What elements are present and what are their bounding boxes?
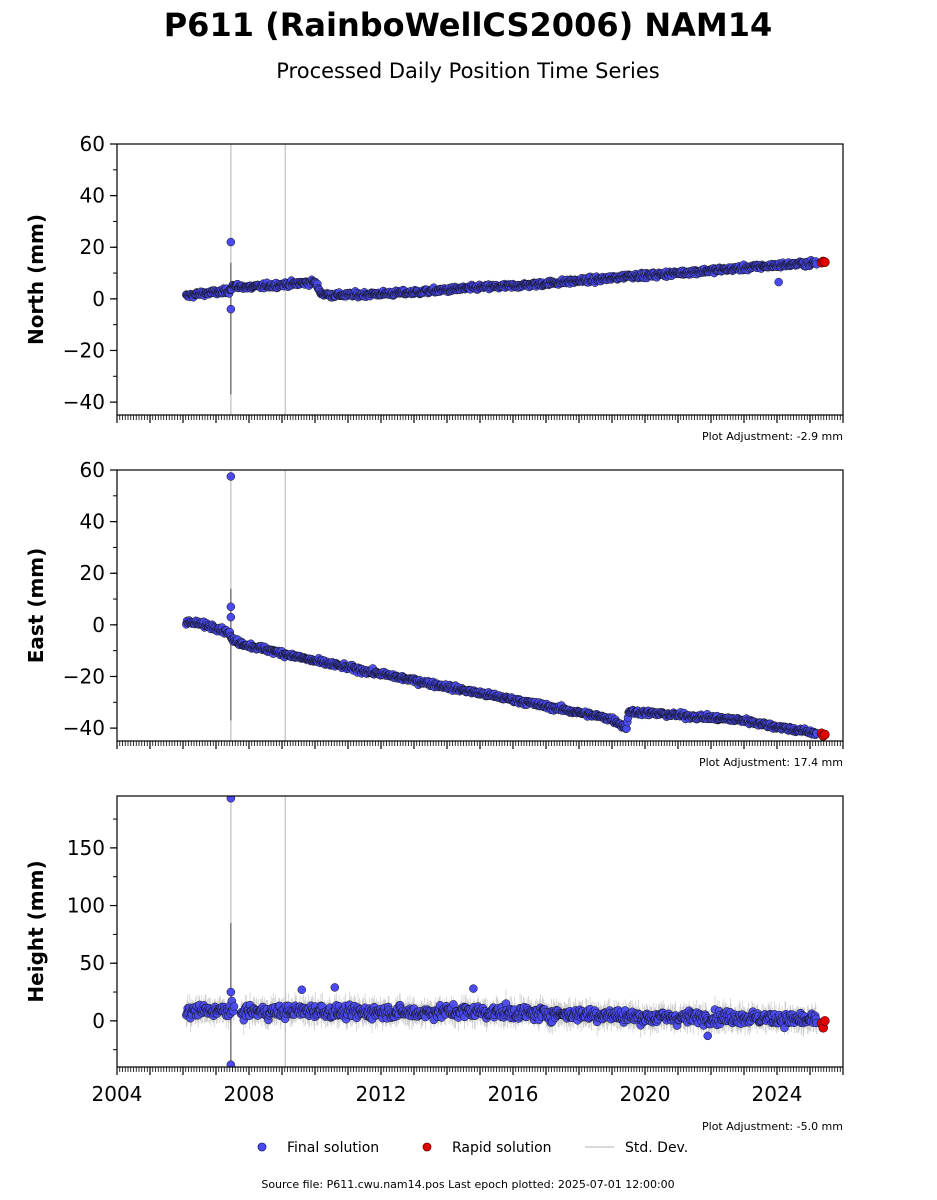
std-dev-bars xyxy=(185,922,817,1062)
panel-east: −40 −20 0 20 40 60 East (mm) Plot Adjustment: 1… xyxy=(24,458,844,769)
final-points xyxy=(182,472,821,740)
plot-frame xyxy=(116,143,844,416)
y-tick-label: 0 xyxy=(92,287,105,311)
y-tick-label: 40 xyxy=(80,184,105,208)
outlier-point xyxy=(226,602,236,612)
y-tick-label: 20 xyxy=(80,561,105,585)
plot-frame xyxy=(116,469,844,742)
outlier-point xyxy=(226,472,236,481)
panel-north: −40 −20 0 20 40 60 North (mm) Plot Adjustment: … xyxy=(24,132,844,443)
plot-adjustment: Plot Adjustment: 17.4 mm xyxy=(699,756,843,769)
rapid-point xyxy=(820,257,830,268)
panels: −40 −20 0 20 40 60 North (mm) Plot Adjustment: … xyxy=(24,132,844,1133)
y-tick-label: −20 xyxy=(63,664,105,688)
plot-adjustment: Plot Adjustment: -2.9 mm xyxy=(702,430,843,443)
y-axis: −40 −20 0 20 40 60 xyxy=(63,458,117,740)
y-tick-label: −40 xyxy=(63,390,105,414)
std-dev-bars xyxy=(185,257,817,395)
y-tick-label: −20 xyxy=(63,338,105,362)
outlier-point xyxy=(774,277,783,287)
outlier-point xyxy=(226,304,236,314)
plot-area xyxy=(182,470,830,741)
y-tick-label: 60 xyxy=(80,132,105,156)
plot-area xyxy=(182,796,830,1067)
final-points xyxy=(182,237,821,314)
rapid-points xyxy=(816,728,830,741)
outlier-point xyxy=(226,237,236,247)
y-tick-label: 40 xyxy=(80,510,105,534)
y-tick-label: 20 xyxy=(80,235,105,259)
plot-area xyxy=(182,144,830,415)
y-axis-label: East (mm) xyxy=(24,548,48,664)
figure-subtitle: Processed Daily Position Time Series xyxy=(276,59,660,83)
y-tick-label: −40 xyxy=(63,716,105,740)
y-axis-label: North (mm) xyxy=(24,214,48,345)
x-axis xyxy=(116,415,844,423)
y-axis: −40 −20 0 20 40 60 xyxy=(63,132,117,414)
figure-title: P611 (RainboWellCS2006) NAM14 xyxy=(164,6,773,44)
rapid-point xyxy=(820,729,830,740)
outlier-point xyxy=(226,612,236,622)
y-tick-label: 60 xyxy=(80,458,105,482)
x-axis xyxy=(116,741,844,749)
y-tick-label: 0 xyxy=(92,613,105,637)
rapid-points xyxy=(816,256,830,268)
